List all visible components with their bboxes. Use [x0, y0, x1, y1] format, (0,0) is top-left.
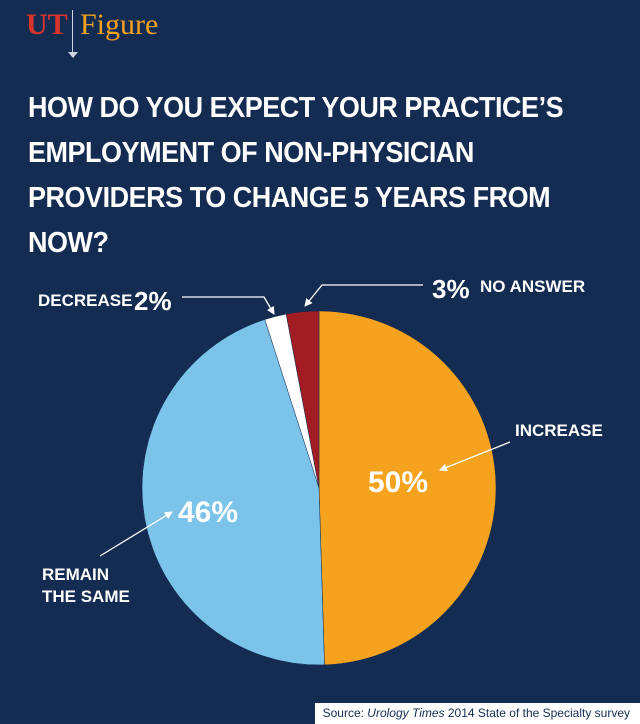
brand-figure-label: Figure: [80, 8, 159, 41]
remain-category-label-line1: REMAIN: [42, 565, 109, 584]
decrease-value-label: 2%: [134, 286, 172, 316]
remain-category-label-line2: THE SAME: [42, 587, 130, 606]
increase-callout-line: [439, 441, 511, 472]
decrease-category-label: DECREASE: [38, 291, 132, 310]
brand-divider: [72, 10, 73, 56]
brand-ut-logo: UT: [26, 8, 68, 41]
remain-value-label: 46%: [178, 496, 238, 529]
source-prefix: Source:: [322, 706, 368, 720]
pie-slice-increase: [318, 310, 497, 666]
increase-value-label: 50%: [368, 466, 428, 499]
brand-arrow-icon: [68, 52, 78, 58]
source-note: Source: Urology Times 2014 State of the …: [314, 703, 640, 724]
pie-slice-remain-the-same: [141, 319, 325, 666]
no-answer-value-label: 3%: [432, 274, 470, 304]
no-answer-callout-line: [304, 284, 423, 307]
source-publication: Urology Times: [367, 706, 445, 720]
chart-title: HOW DO YOU EXPECT YOUR PRACTICE’S EMPLOY…: [28, 92, 564, 259]
pie-slice-no-answer: [285, 310, 320, 489]
remain-callout-line: [99, 511, 173, 557]
increase-category-label: INCREASE: [515, 421, 603, 440]
decrease-callout-line: [182, 296, 275, 315]
no-answer-category-label: NO ANSWER: [480, 277, 585, 296]
source-suffix: 2014 State of the Specialty survey: [444, 706, 630, 720]
